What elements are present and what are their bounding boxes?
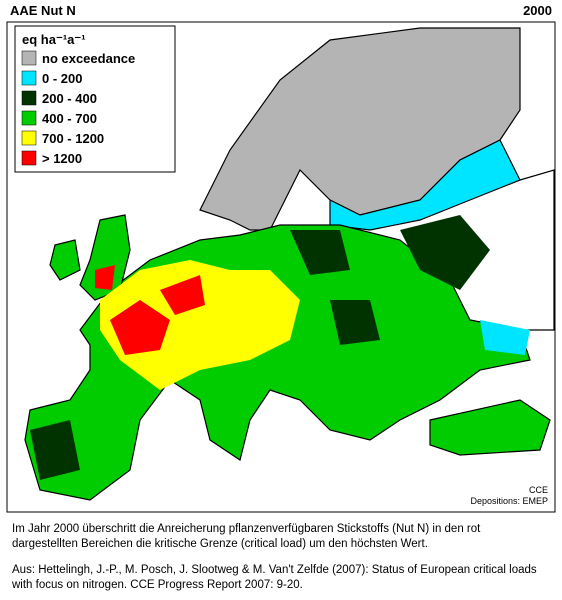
legend-box	[14, 25, 176, 173]
caption-citation: Aus: Hettelingh, J.-P., M. Posch, J. Slo…	[12, 564, 537, 591]
zone-darkgreen	[330, 300, 380, 345]
legend-swatch	[21, 70, 37, 86]
land-ireland	[49, 239, 81, 281]
legend-swatch	[21, 130, 37, 146]
land-turkey	[429, 399, 551, 456]
legend-label: no exceedance	[42, 51, 135, 66]
legend-label: 0 - 200	[42, 71, 82, 86]
zone-yellow	[250, 290, 290, 330]
legend-label: > 1200	[42, 151, 82, 166]
map-year: 2000	[523, 3, 552, 18]
legend-swatch	[21, 110, 37, 126]
credit-source: CCE	[529, 485, 548, 495]
caption-text: Im Jahr 2000 überschritt die Anreicherun…	[12, 523, 481, 550]
legend-swatch	[21, 50, 37, 66]
map-exceedance	[30, 215, 530, 480]
legend: eq ha⁻¹a⁻¹ no exceedance 0 - 200 200 - 400…	[14, 25, 176, 173]
zone-red	[160, 275, 205, 315]
zone-darkgreen	[30, 420, 80, 480]
legend-swatch	[21, 90, 37, 106]
legend-label: 700 - 1200	[42, 131, 104, 146]
legend-label: 400 - 700	[42, 111, 97, 126]
legend-title: eq ha⁻¹a⁻¹	[22, 32, 86, 47]
credit-depositions: Depositions: EMEP	[470, 496, 548, 506]
zone-red	[95, 265, 115, 290]
zone-cyan	[480, 320, 530, 355]
land-cyan-north	[329, 139, 521, 231]
map-figure: AAE Nut N 2000 CCE Depositions: EMEP eq …	[6, 3, 556, 513]
legend-swatch	[21, 150, 37, 166]
map-title: AAE Nut N	[10, 3, 76, 18]
zone-darkgreen	[400, 215, 490, 290]
legend-label: 200 - 400	[42, 91, 97, 106]
zone-darkgreen	[290, 230, 350, 275]
zone-red	[110, 300, 170, 355]
